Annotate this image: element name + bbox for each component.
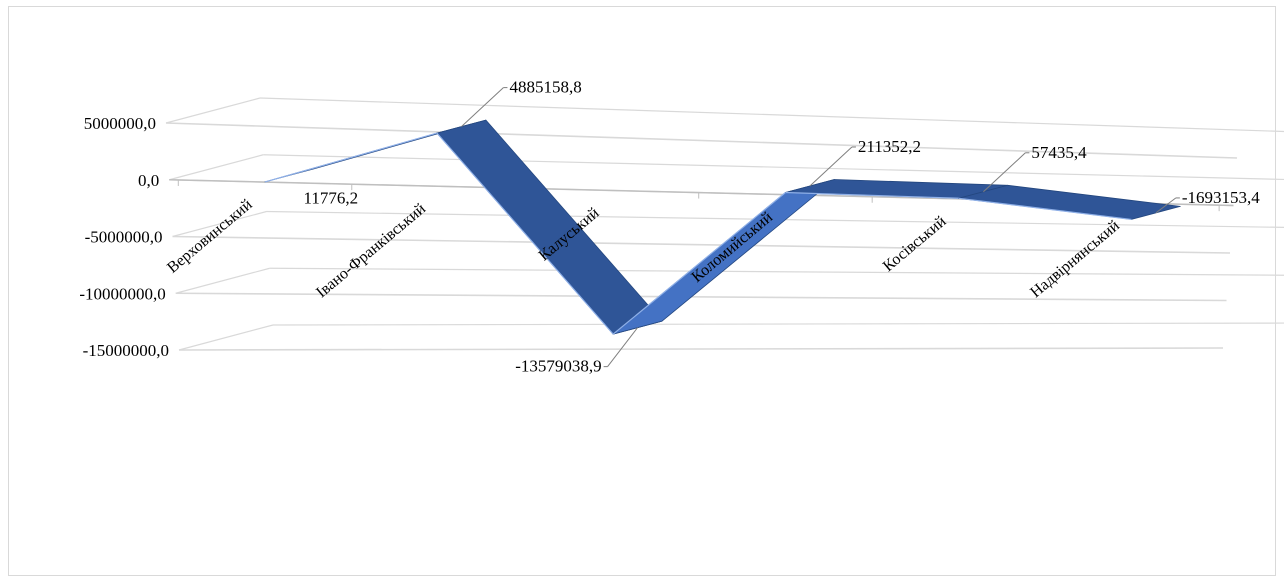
data-label: 211352,2 — [858, 137, 921, 156]
value-axis-ticks: 5000000,0 0,0 -5000000,0 -10000000,0 -150000… — [79, 114, 169, 360]
category-label: Надвірнянський — [1027, 217, 1123, 301]
ribbon-edge — [265, 133, 437, 182]
y-tick-label: 5000000,0 — [84, 114, 156, 133]
category-label: Коломийський — [689, 208, 777, 286]
category-label: Івано-Франківський — [313, 200, 429, 301]
gridline-side-4 — [179, 325, 273, 350]
y-tick-label: -10000000,0 — [79, 284, 165, 303]
data-label: 4885158,8 — [509, 78, 581, 97]
y-tick-label: 0,0 — [138, 171, 159, 190]
y-tick-label: -5000000,0 — [85, 228, 163, 247]
gridline-back-4 — [273, 323, 1284, 325]
gridline-back-0 — [260, 98, 1284, 133]
data-label: -1693153,4 — [1182, 188, 1260, 207]
ribbon-edge — [437, 133, 613, 334]
gridline-side-0 — [166, 98, 260, 123]
data-label: 11776,2 — [303, 188, 358, 207]
ribbon-segment — [437, 120, 662, 334]
gridline-side-1 — [169, 155, 263, 180]
gridline-side-3 — [176, 268, 270, 293]
data-label: 57435,4 — [1031, 143, 1087, 162]
gridline-front-4 — [179, 348, 1223, 350]
gridline-front-3 — [176, 293, 1227, 300]
gridline-back-3 — [270, 268, 1284, 275]
data-label: -13579038,9 — [515, 357, 601, 376]
y-tick-label: -15000000,0 — [83, 341, 169, 360]
gridline-back-1 — [263, 155, 1284, 181]
